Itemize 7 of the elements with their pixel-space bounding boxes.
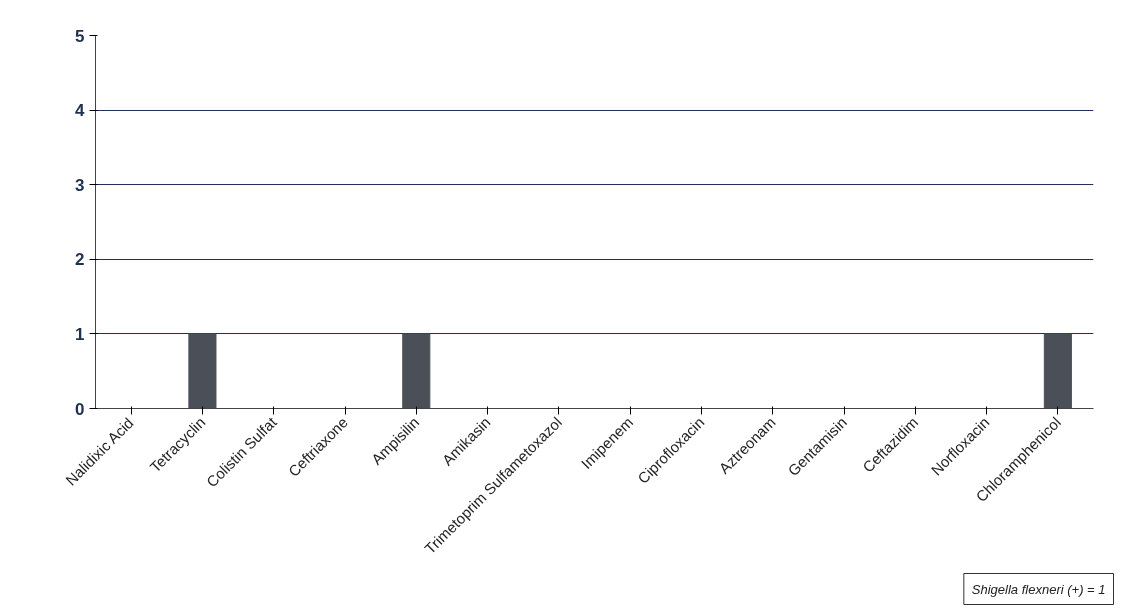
y-tick-label: 5 [75,26,85,46]
y-tick-label: 1 [75,324,85,344]
y-tick-label: 4 [75,101,86,121]
y-tick-label: 0 [75,399,85,419]
y-tick-label: 3 [75,175,85,195]
y-tick-label: 2 [75,250,85,270]
text: Shigella flexneri (+) = 1 [971,581,1106,597]
